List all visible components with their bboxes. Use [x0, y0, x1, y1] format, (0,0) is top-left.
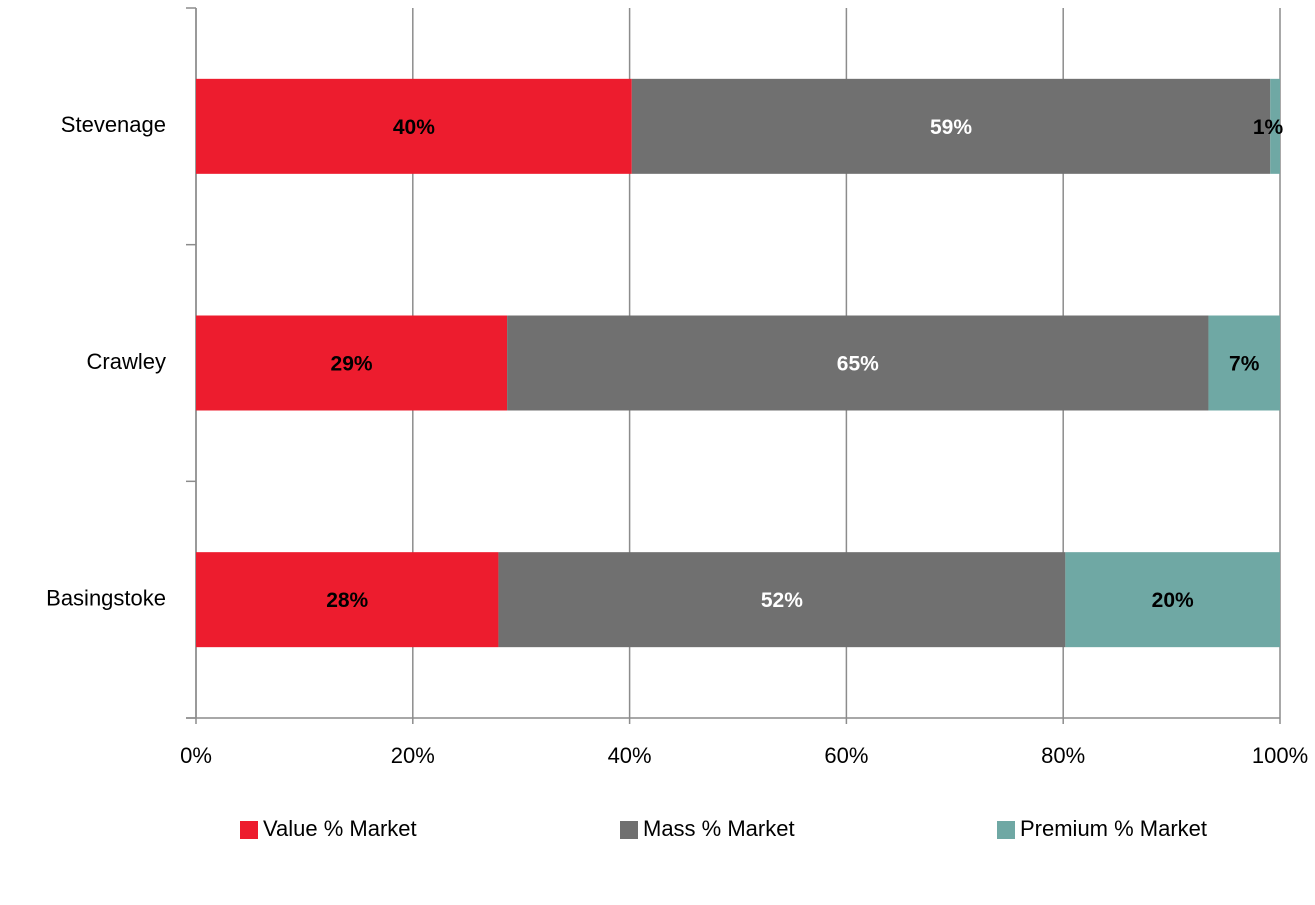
- bar-segment: [196, 78, 632, 174]
- value-label: 59%: [930, 116, 972, 139]
- value-label: 20%: [1152, 589, 1194, 612]
- legend-label: Premium % Market: [1020, 816, 1207, 841]
- value-label: 29%: [331, 353, 373, 376]
- bar-segment: [1208, 315, 1280, 411]
- legend-swatch: [620, 821, 638, 839]
- bar-segment: [1270, 78, 1280, 174]
- bar-segment: [631, 78, 1271, 174]
- value-label: 1%: [1253, 116, 1284, 139]
- bar-segment: [507, 315, 1209, 411]
- x-tick-label: 80%: [1041, 743, 1085, 768]
- legend-swatch: [997, 821, 1015, 839]
- y-tick-label: Crawley: [87, 349, 166, 374]
- bar-segment: [196, 315, 508, 411]
- value-label: 65%: [837, 353, 879, 376]
- value-label: 52%: [761, 589, 803, 612]
- x-tick-label: 60%: [824, 743, 868, 768]
- legend-label: Value % Market: [263, 816, 417, 841]
- legend-label: Mass % Market: [643, 816, 795, 841]
- y-tick-label: Basingstoke: [46, 585, 166, 610]
- y-tick-label: Stevenage: [61, 112, 166, 137]
- value-label: 40%: [393, 116, 435, 139]
- bar-segment: [498, 552, 1066, 648]
- bar-segment: [196, 552, 499, 648]
- x-tick-label: 0%: [180, 743, 212, 768]
- x-tick-label: 100%: [1252, 743, 1308, 768]
- value-label: 28%: [326, 589, 368, 612]
- legend-swatch: [240, 821, 258, 839]
- x-tick-label: 20%: [391, 743, 435, 768]
- x-tick-label: 40%: [608, 743, 652, 768]
- value-label: 7%: [1229, 353, 1260, 376]
- bar-segment: [1065, 552, 1280, 648]
